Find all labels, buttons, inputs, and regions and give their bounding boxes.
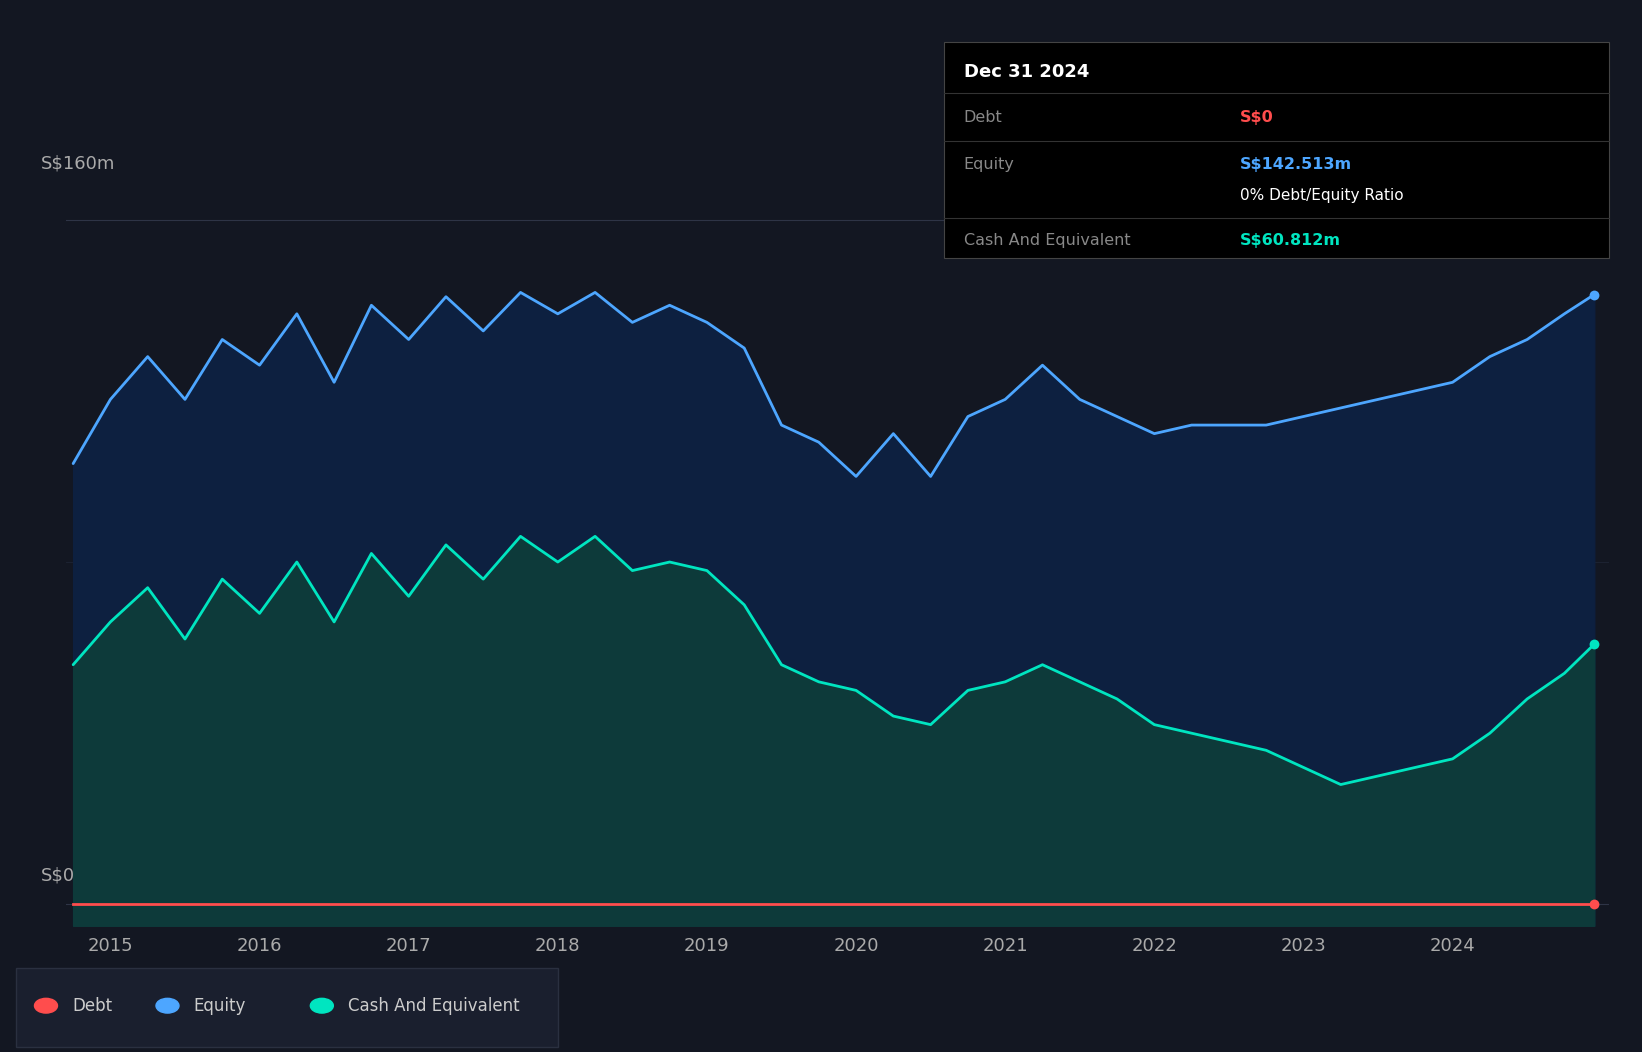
Point bbox=[1581, 286, 1608, 303]
Text: S$160m: S$160m bbox=[41, 154, 115, 173]
Text: Cash And Equivalent: Cash And Equivalent bbox=[964, 234, 1130, 248]
Text: S$142.513m: S$142.513m bbox=[1240, 157, 1351, 171]
Text: 0% Debt/Equity Ratio: 0% Debt/Equity Ratio bbox=[1240, 188, 1404, 203]
Text: Dec 31 2024: Dec 31 2024 bbox=[964, 62, 1089, 81]
Point bbox=[1581, 896, 1608, 913]
Text: Cash And Equivalent: Cash And Equivalent bbox=[348, 996, 521, 1015]
Point bbox=[1581, 635, 1608, 652]
Text: Debt: Debt bbox=[964, 110, 1003, 125]
Text: S$0: S$0 bbox=[1240, 110, 1274, 125]
Text: S$60.812m: S$60.812m bbox=[1240, 234, 1342, 248]
Text: Debt: Debt bbox=[72, 996, 112, 1015]
Text: S$0: S$0 bbox=[41, 866, 76, 885]
Text: Equity: Equity bbox=[194, 996, 246, 1015]
Text: Equity: Equity bbox=[964, 157, 1015, 171]
